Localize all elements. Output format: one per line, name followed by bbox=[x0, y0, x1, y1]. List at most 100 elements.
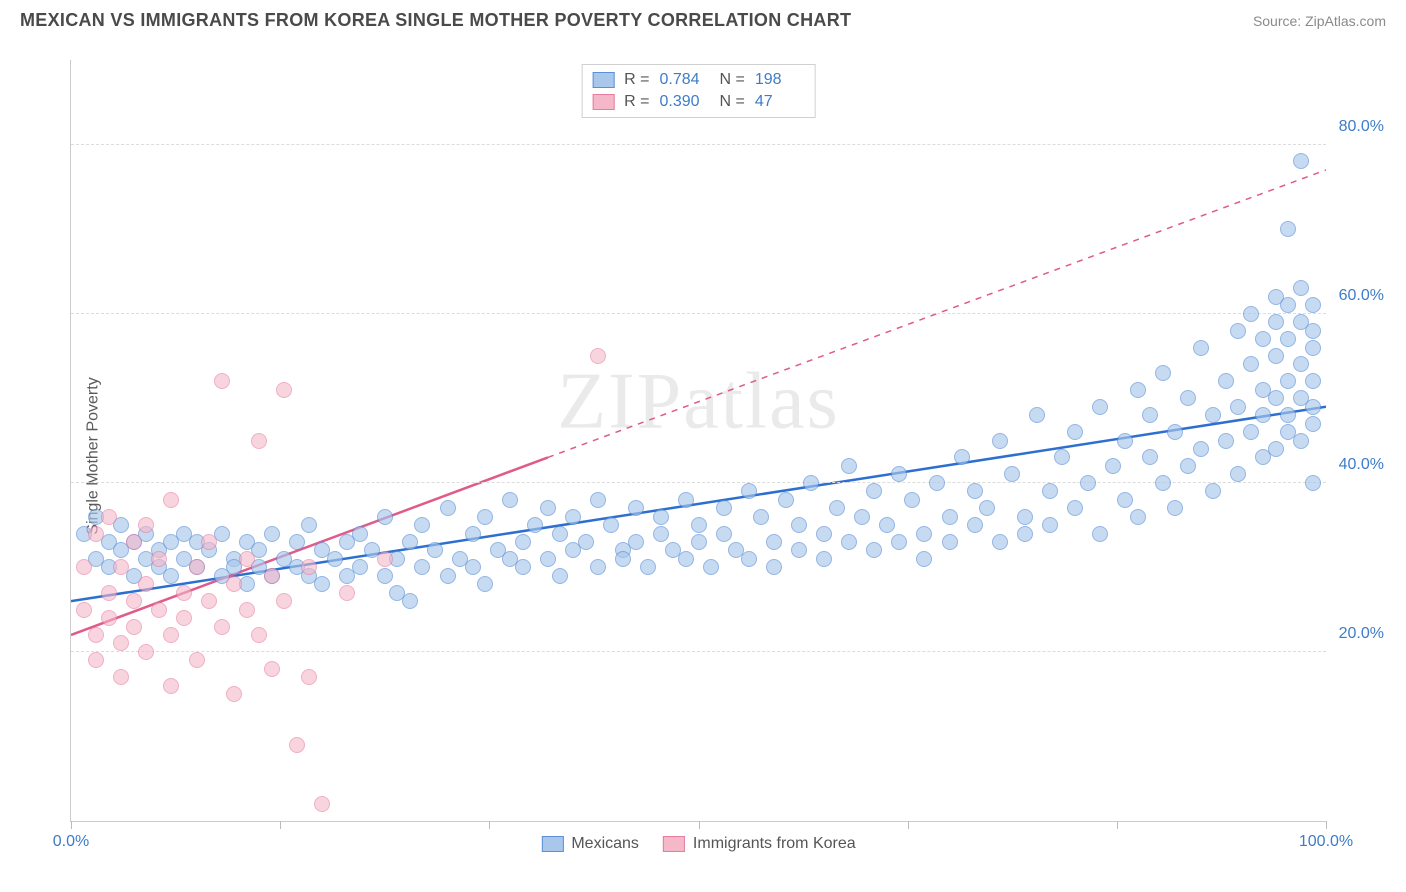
y-tick-label: 80.0% bbox=[1339, 118, 1384, 136]
data-point bbox=[226, 686, 242, 702]
data-point bbox=[954, 449, 970, 465]
data-point bbox=[440, 500, 456, 516]
data-point bbox=[1305, 340, 1321, 356]
legend-row: R =0.784N =198 bbox=[592, 69, 805, 91]
data-point bbox=[138, 517, 154, 533]
data-point bbox=[967, 517, 983, 533]
data-point bbox=[866, 542, 882, 558]
data-point bbox=[339, 585, 355, 601]
data-point bbox=[1243, 424, 1259, 440]
data-point bbox=[716, 500, 732, 516]
data-point bbox=[1293, 280, 1309, 296]
data-point bbox=[101, 509, 117, 525]
data-point bbox=[101, 585, 117, 601]
data-point bbox=[578, 534, 594, 550]
data-point bbox=[1230, 399, 1246, 415]
legend-swatch bbox=[592, 94, 614, 110]
data-point bbox=[1054, 449, 1070, 465]
data-point bbox=[942, 534, 958, 550]
data-point bbox=[1305, 399, 1321, 415]
data-point bbox=[1293, 356, 1309, 372]
data-point bbox=[76, 602, 92, 618]
data-point bbox=[1017, 509, 1033, 525]
data-point bbox=[214, 619, 230, 635]
data-point bbox=[289, 534, 305, 550]
data-point bbox=[653, 509, 669, 525]
data-point bbox=[1230, 323, 1246, 339]
data-point bbox=[214, 373, 230, 389]
data-point bbox=[163, 678, 179, 694]
legend-row: R =0.390N =47 bbox=[592, 91, 805, 113]
data-point bbox=[1142, 407, 1158, 423]
data-point bbox=[1130, 382, 1146, 398]
data-point bbox=[992, 433, 1008, 449]
data-point bbox=[289, 737, 305, 753]
data-point bbox=[113, 669, 129, 685]
data-point bbox=[653, 526, 669, 542]
data-point bbox=[377, 568, 393, 584]
data-point bbox=[276, 593, 292, 609]
data-point bbox=[929, 475, 945, 491]
data-point bbox=[1218, 373, 1234, 389]
data-point bbox=[440, 568, 456, 584]
data-point bbox=[1193, 441, 1209, 457]
chart-container: Single Mother Poverty ZIPatlas R =0.784N… bbox=[20, 40, 1386, 872]
data-point bbox=[1243, 356, 1259, 372]
data-point bbox=[1255, 331, 1271, 347]
data-point bbox=[1268, 441, 1284, 457]
data-point bbox=[1042, 483, 1058, 499]
data-point bbox=[753, 509, 769, 525]
data-point bbox=[138, 644, 154, 660]
scatter-plot: ZIPatlas R =0.784N =198R =0.390N =47 Mex… bbox=[70, 60, 1326, 822]
data-point bbox=[791, 542, 807, 558]
legend-series: MexicansImmigrants from Korea bbox=[541, 835, 855, 853]
data-point bbox=[615, 551, 631, 567]
data-point bbox=[916, 526, 932, 542]
data-point bbox=[352, 559, 368, 575]
data-point bbox=[916, 551, 932, 567]
data-point bbox=[502, 492, 518, 508]
x-tick-label: 100.0% bbox=[1299, 833, 1353, 851]
data-point bbox=[691, 517, 707, 533]
data-point bbox=[866, 483, 882, 499]
data-point bbox=[1105, 458, 1121, 474]
data-point bbox=[276, 382, 292, 398]
data-point bbox=[1167, 500, 1183, 516]
data-point bbox=[741, 483, 757, 499]
data-point bbox=[891, 534, 907, 550]
legend-r-label: R = bbox=[624, 71, 649, 89]
data-point bbox=[1117, 433, 1133, 449]
data-point bbox=[1004, 466, 1020, 482]
data-point bbox=[1193, 340, 1209, 356]
data-point bbox=[590, 559, 606, 575]
data-point bbox=[264, 568, 280, 584]
x-tick bbox=[908, 821, 909, 829]
legend-series-item: Mexicans bbox=[541, 835, 639, 853]
data-point bbox=[628, 500, 644, 516]
data-point bbox=[402, 534, 418, 550]
data-point bbox=[678, 551, 694, 567]
data-point bbox=[314, 576, 330, 592]
data-point bbox=[88, 652, 104, 668]
data-point bbox=[854, 509, 870, 525]
data-point bbox=[126, 619, 142, 635]
x-tick bbox=[1117, 821, 1118, 829]
data-point bbox=[1305, 297, 1321, 313]
data-point bbox=[1280, 297, 1296, 313]
data-point bbox=[778, 492, 794, 508]
data-point bbox=[414, 517, 430, 533]
data-point bbox=[1092, 399, 1108, 415]
data-point bbox=[264, 661, 280, 677]
data-point bbox=[766, 534, 782, 550]
data-point bbox=[552, 568, 568, 584]
data-point bbox=[1243, 306, 1259, 322]
data-point bbox=[816, 526, 832, 542]
data-point bbox=[1205, 407, 1221, 423]
data-point bbox=[741, 551, 757, 567]
data-point bbox=[1167, 424, 1183, 440]
data-point bbox=[1067, 424, 1083, 440]
data-point bbox=[88, 526, 104, 542]
data-point bbox=[1268, 314, 1284, 330]
data-point bbox=[226, 576, 242, 592]
data-point bbox=[126, 534, 142, 550]
